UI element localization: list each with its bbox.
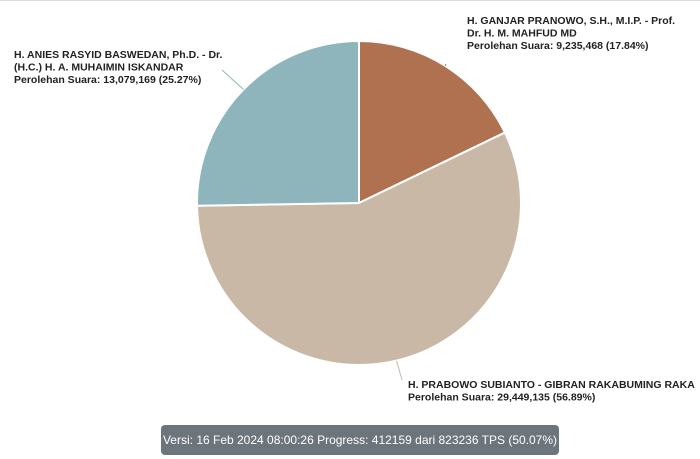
slice-3-votes: Perolehan Suara: 13,079,169 (25.27%)	[14, 74, 201, 86]
slice-3-name-line-1: H. ANIES RASYID BASWEDAN, Ph.D. - Dr.	[14, 49, 223, 61]
slice-1-name-line-2: Dr. H. M. MAHFUD MD	[467, 28, 577, 40]
slice-3-name-line-2: (H.C.) H. A. MUHAIMIN ISKANDAR	[14, 62, 184, 74]
leader-line-2	[396, 360, 403, 381]
slice-2-name-line-1: H. PRABOWO SUBIANTO - GIBRAN RAKABUMING …	[408, 379, 695, 391]
version-progress-bar: Versi: 16 Feb 2024 08:00:26 Progress: 41…	[161, 425, 559, 455]
slice-1-name-line-1: H. GANJAR PRANOWO, S.H., M.I.P. - Prof.	[467, 15, 675, 27]
leader-line-1	[444, 63, 447, 67]
label-leader-lines	[221, 63, 447, 381]
pie-slices	[196, 40, 522, 366]
pie-slice-3[interactable]	[196, 40, 360, 207]
slice-2-votes: Perolehan Suara: 29,449,135 (56.89%)	[408, 392, 595, 404]
leader-line-3	[221, 69, 244, 90]
pie-slice-2[interactable]	[196, 131, 522, 366]
version-progress-text: Versi: 16 Feb 2024 08:00:26 Progress: 41…	[162, 433, 558, 447]
slice-1-votes: Perolehan Suara: 9,235,468 (17.84%)	[467, 40, 649, 52]
top-divider	[0, 0, 700, 1]
slice-labels: H. GANJAR PRANOWO, S.H., M.I.P. - Prof.D…	[14, 15, 695, 404]
